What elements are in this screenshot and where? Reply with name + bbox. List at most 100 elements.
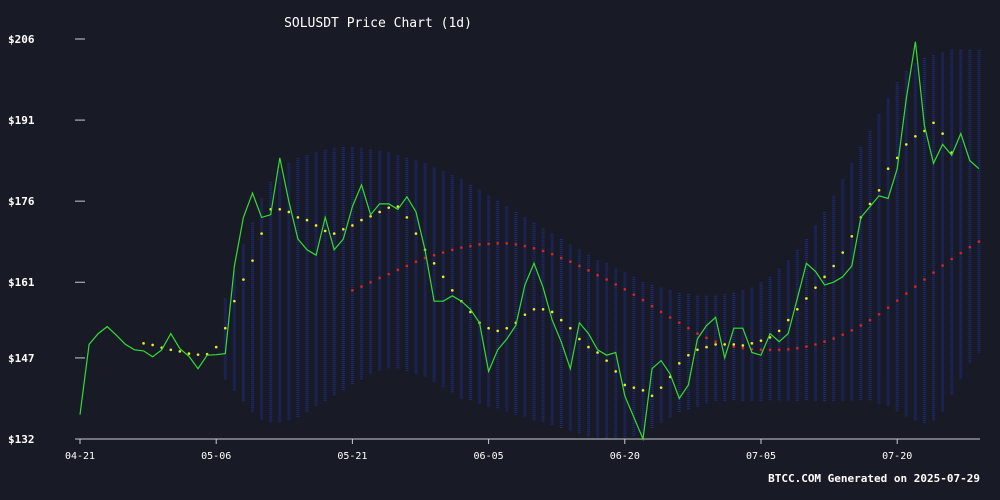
ma-short-point <box>314 224 318 227</box>
y-tick-label: $176 <box>8 195 35 208</box>
ma-short-point <box>832 264 835 268</box>
ma-short-point <box>296 216 300 219</box>
ma-long-point <box>587 269 590 272</box>
ma-long-point <box>687 326 690 330</box>
y-tick-label: $206 <box>8 33 35 46</box>
ma-short-point <box>287 210 291 214</box>
ma-long-point <box>487 242 490 246</box>
ma-short-point <box>777 329 781 333</box>
ma-short-point <box>786 318 790 322</box>
ma-long-point <box>805 345 808 348</box>
ma-short-point <box>541 307 545 311</box>
ma-long-point <box>559 256 563 260</box>
ma-long-point <box>859 324 863 327</box>
ma-short-point <box>378 210 381 214</box>
ma-long-point <box>932 271 935 274</box>
ma-short-point <box>214 345 218 349</box>
ma-short-point <box>904 143 908 146</box>
ma-long-point <box>496 242 499 245</box>
ma-short-point <box>587 345 590 349</box>
ma-short-point <box>941 132 944 135</box>
ma-long-point <box>668 316 672 319</box>
ma-short-point <box>814 286 817 289</box>
ma-long-point <box>614 283 618 286</box>
ma-short-point <box>342 227 345 231</box>
ma-long-point <box>732 345 736 348</box>
ma-short-point <box>187 352 191 355</box>
ma-short-point <box>169 348 173 352</box>
ma-short-point <box>759 339 763 342</box>
ma-short-point <box>850 234 854 238</box>
ma-short-point <box>632 386 636 389</box>
ma-long-point <box>832 337 835 340</box>
ma-short-point <box>696 348 699 352</box>
ma-long-point <box>578 264 581 268</box>
ma-short-point <box>523 313 527 316</box>
ma-long-point <box>659 310 663 314</box>
x-tick-label: 05-06 <box>201 451 231 462</box>
ma-long-point <box>786 347 790 351</box>
ma-short-point <box>142 342 145 345</box>
ma-short-point <box>505 326 509 330</box>
ma-short-point <box>487 326 490 330</box>
ma-short-point <box>305 218 309 222</box>
ma-long-point <box>514 243 518 246</box>
ma-long-point <box>777 348 781 352</box>
ma-long-point <box>796 346 799 350</box>
ma-short-point <box>550 310 554 314</box>
price-series <box>79 41 980 442</box>
ma-short-point <box>441 275 445 279</box>
ma-long-point <box>977 240 981 244</box>
ma-short-point <box>877 189 881 192</box>
ma-short-point <box>741 344 745 347</box>
ma-long-point <box>923 278 926 281</box>
ma-short-point <box>369 214 372 218</box>
ma-long-point <box>478 243 481 246</box>
ma-short-point <box>823 275 826 279</box>
ma-short-point <box>450 289 454 292</box>
ma-short-point <box>841 251 845 254</box>
ma-short-point <box>805 297 808 300</box>
ma-short-point <box>559 318 563 322</box>
y-axis-ticks: $206 $191 $176 $161 $147 $132 <box>8 33 85 446</box>
ma-long-point <box>596 273 599 277</box>
ma-short-point <box>223 326 227 330</box>
ma-short-point <box>623 383 627 387</box>
ma-long-point <box>696 332 699 335</box>
ma-long-point <box>623 287 627 291</box>
y-tick-label: $191 <box>8 114 35 127</box>
ma-short-point <box>659 386 663 389</box>
ma-long-point <box>841 333 845 336</box>
ma-short-point <box>723 343 726 346</box>
ma-short-point <box>178 350 182 353</box>
chart-footer: BTCC.COM Generated on 2025-07-29 <box>768 472 980 485</box>
ma-short-point <box>914 134 917 138</box>
y-tick-label: $161 <box>8 276 35 289</box>
ma-short-point <box>578 337 581 341</box>
ma-short-point <box>405 216 409 219</box>
x-tick-label: 06-20 <box>610 451 640 462</box>
ma-short-point <box>151 343 154 347</box>
x-tick-label: 04-21 <box>65 451 95 462</box>
ma-long-point <box>677 321 681 325</box>
ma-short-point <box>532 307 536 311</box>
ma-long-point <box>460 246 463 249</box>
x-axis-ticks: 04-21 05-06 05-21 06-05 06-20 07-05 07-20 <box>65 439 912 462</box>
ma-long-point <box>405 264 409 268</box>
ma-short-point <box>732 343 736 346</box>
chart-title: SOLUSDT Price Chart (1d) <box>284 16 472 31</box>
ma-long-point <box>396 268 400 272</box>
ma-long-point <box>877 312 881 316</box>
ma-short-point <box>605 359 608 362</box>
ma-short-point <box>233 299 236 303</box>
ma-long-point <box>823 340 826 344</box>
ma-long-point <box>895 299 899 302</box>
ma-long-point <box>741 346 745 350</box>
ma-short-point <box>242 278 245 281</box>
ma-long-point <box>541 249 545 253</box>
ma-long-point <box>968 245 972 249</box>
ma-short-point <box>750 342 754 345</box>
ma-short-point <box>351 224 354 227</box>
ma-long-point <box>469 244 472 248</box>
ma-short-point <box>387 206 391 209</box>
